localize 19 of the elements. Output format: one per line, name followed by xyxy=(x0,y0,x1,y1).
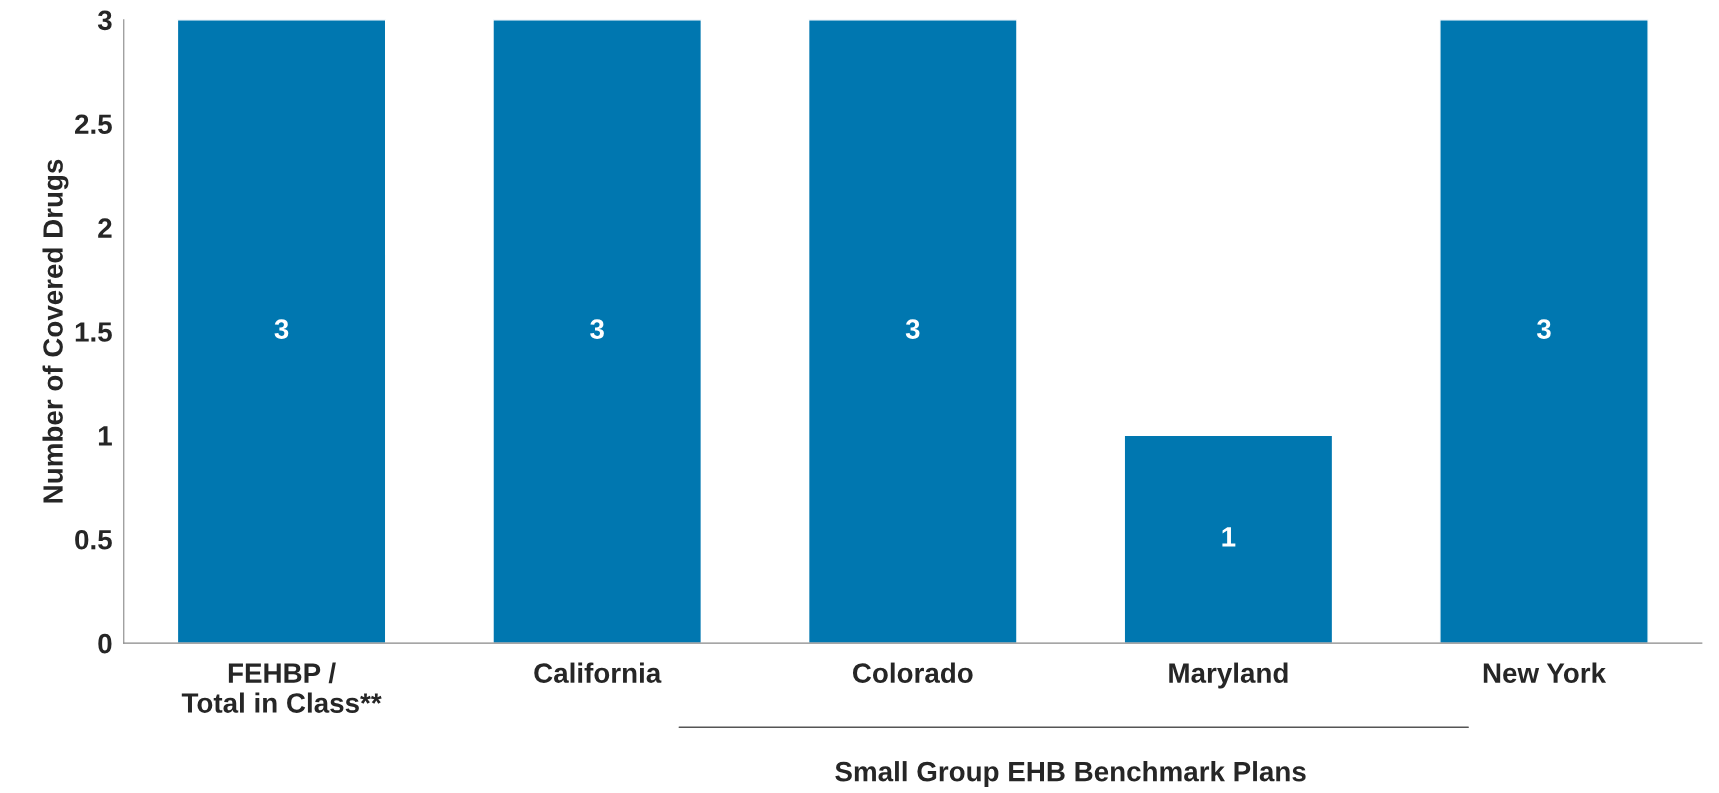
x-tick-label: Maryland xyxy=(1169,662,1288,689)
data-label: 3 xyxy=(274,319,289,339)
y-tick-label: 2.5 xyxy=(75,114,112,135)
x-tick-label: FEHBP / Total in Class** xyxy=(181,662,382,713)
text: Small Group EHB Benchmark Plans xyxy=(835,761,1306,787)
y-tick-label: 0 xyxy=(98,633,112,654)
x-tick-label: Colorado xyxy=(852,662,973,683)
y-tick-label: 1.5 xyxy=(75,322,112,342)
x-tick-label: New York xyxy=(1483,662,1607,683)
y-tick-label: 1 xyxy=(98,426,112,446)
y-axis-title: Number of Covered Drugs xyxy=(42,159,69,503)
data-label: 1 xyxy=(1222,527,1236,547)
data-label: 3 xyxy=(590,319,604,339)
y-tick-label: 0.5 xyxy=(75,529,112,550)
y-tick-label: 3 xyxy=(97,10,112,31)
x-tick-label: California xyxy=(534,662,662,683)
y-tick-label: 2 xyxy=(98,218,112,238)
data-label: 3 xyxy=(1536,319,1551,339)
data-label: 3 xyxy=(905,319,920,339)
